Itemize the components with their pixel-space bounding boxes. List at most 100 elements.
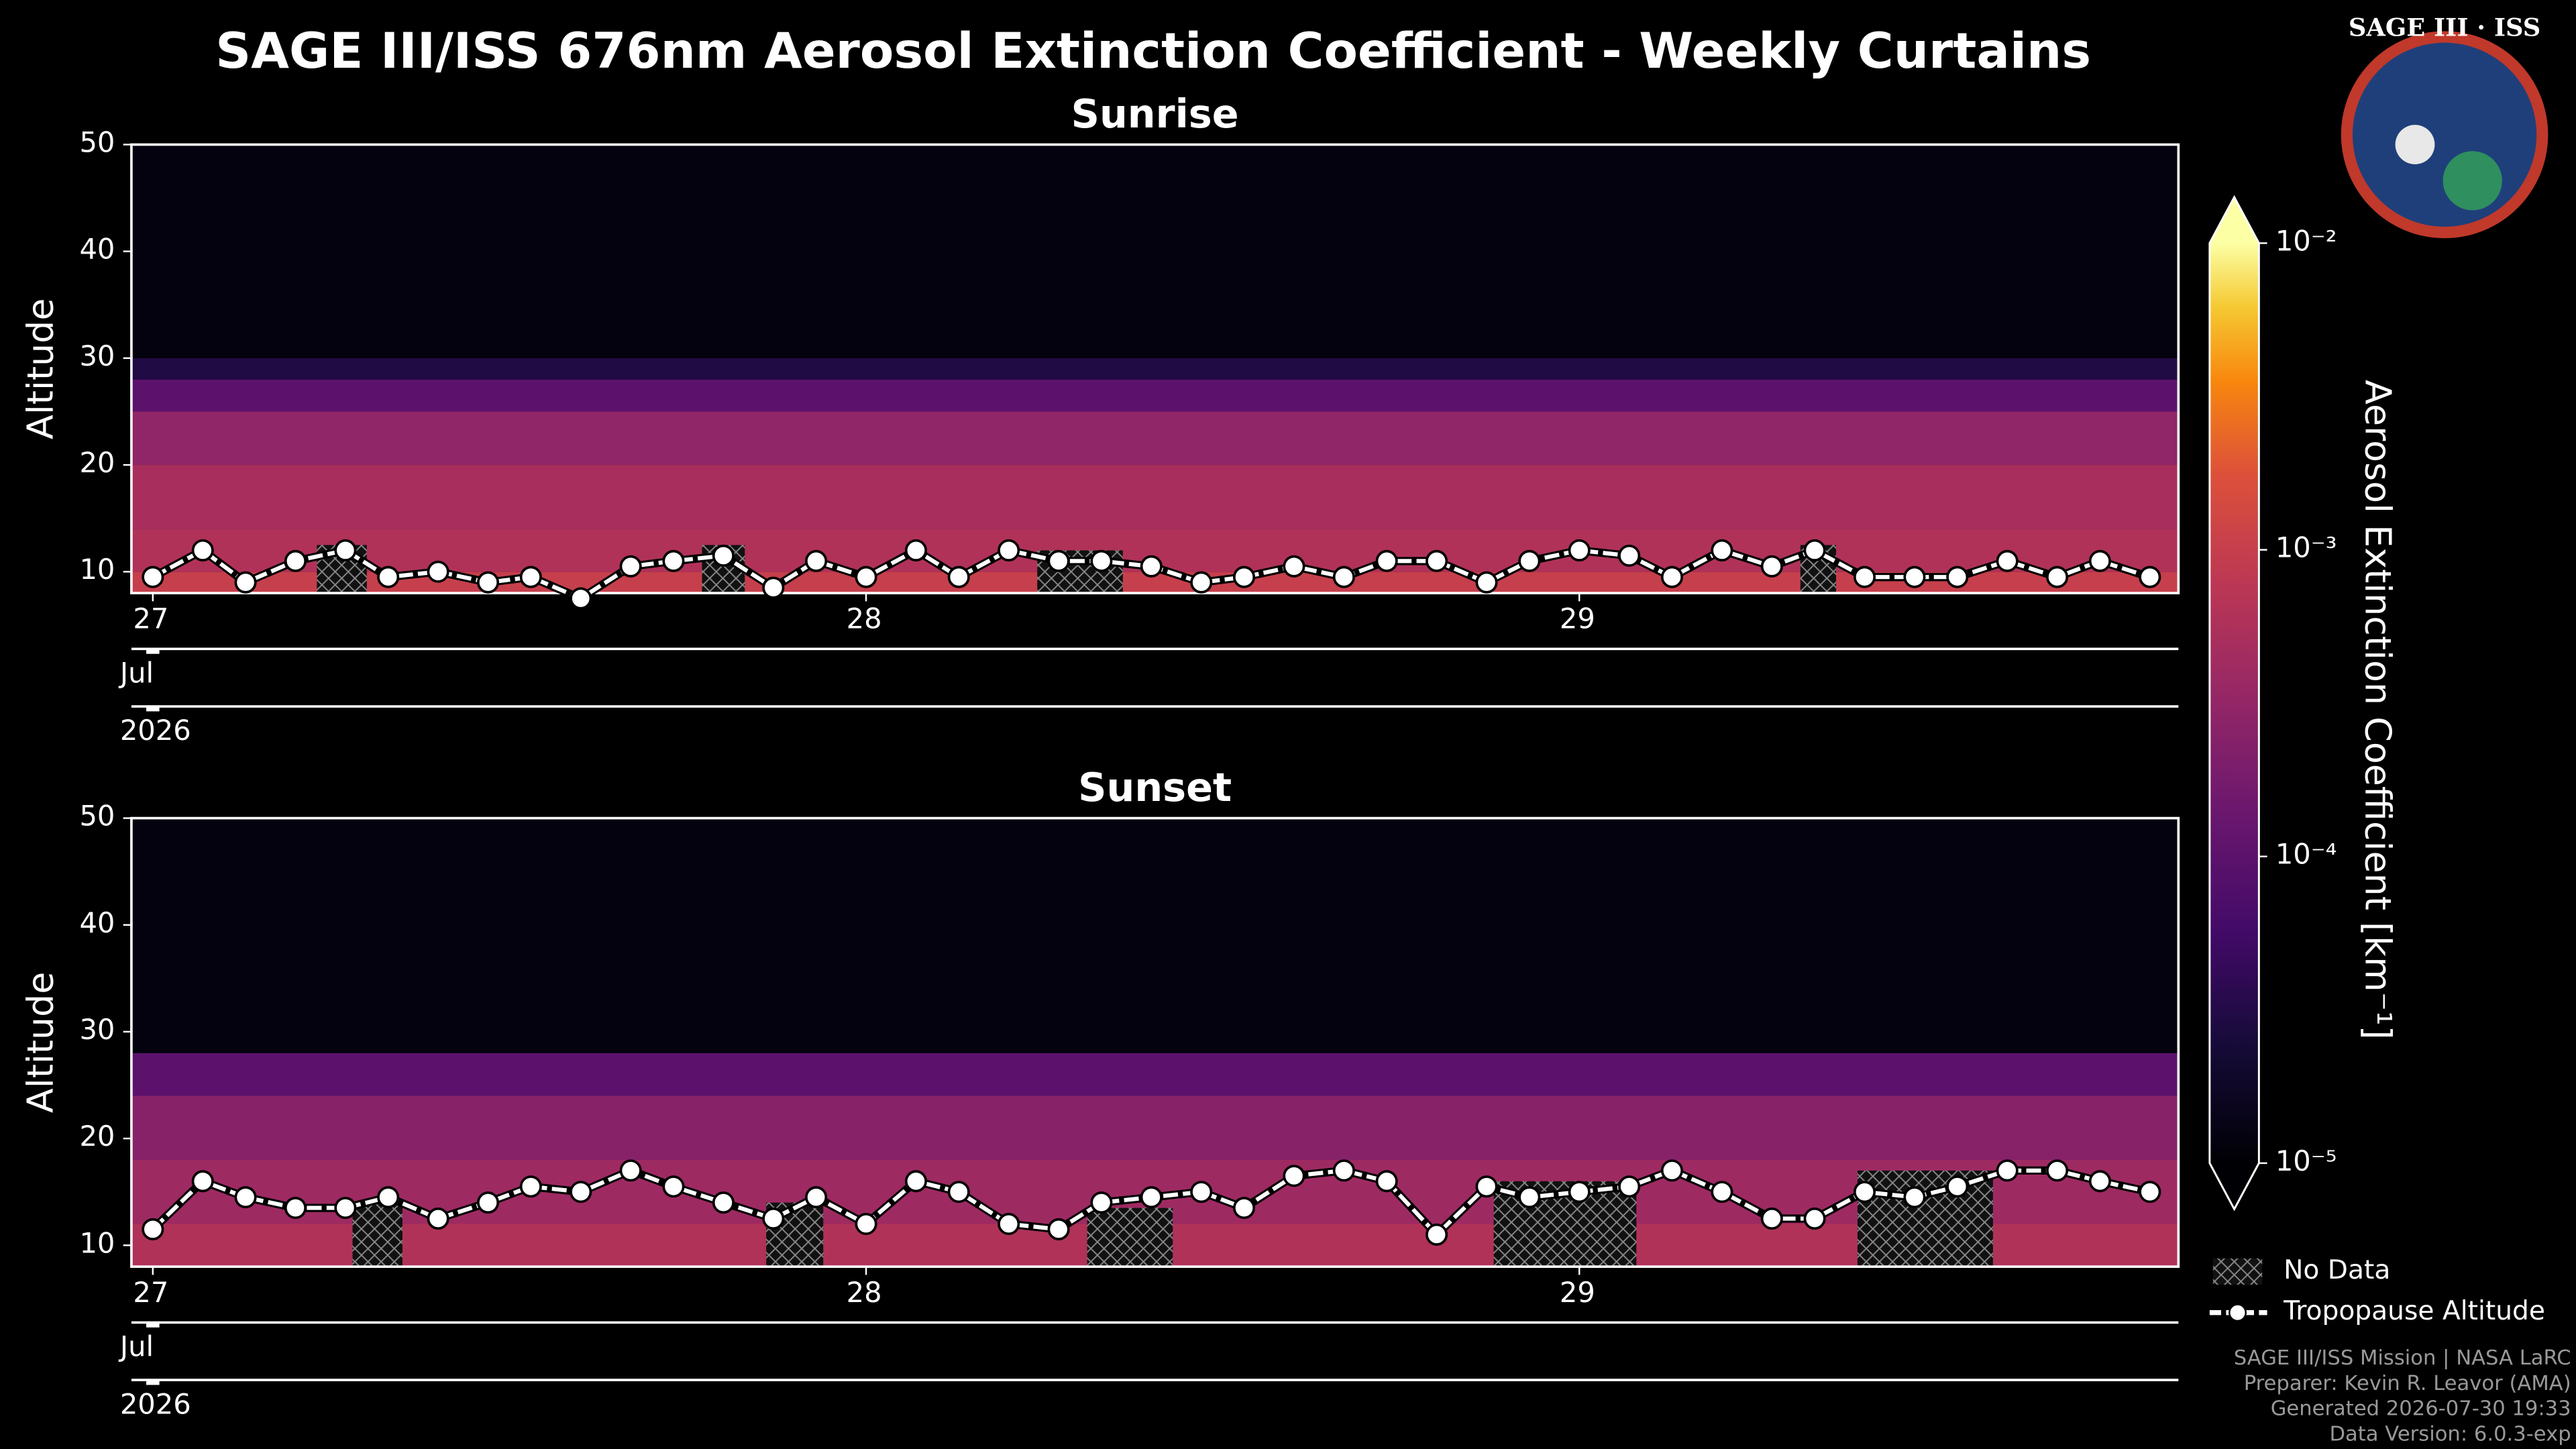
tropopause-point — [2088, 1170, 2111, 1193]
tropopause-point — [234, 1186, 257, 1209]
tropopause-point — [519, 1175, 542, 1198]
tropopause-point — [762, 1208, 785, 1230]
tropopause-point — [619, 555, 642, 578]
tropopause-point — [284, 549, 307, 572]
tropopause-point — [1946, 566, 1969, 588]
tropopause-point — [947, 566, 970, 588]
figure-title: SAGE III/ISS 676nm Aerosol Extinction Co… — [215, 23, 2091, 80]
curtain-band — [131, 465, 2179, 529]
tropopause-point — [904, 539, 927, 561]
secondary-tick — [146, 1322, 160, 1328]
tropopause-point — [762, 576, 785, 599]
curtain-band — [131, 144, 2179, 358]
tropopause-point — [377, 566, 400, 588]
tropopause-point — [2088, 549, 2111, 572]
footer-line: Generated 2026-07-30 19:33 — [2271, 1397, 2571, 1421]
tropopause-point — [1711, 539, 1733, 561]
logo: SAGE III · ISS — [2341, 13, 2548, 239]
y-tick-label: 30 — [79, 1013, 115, 1046]
tropopause-point — [1803, 1208, 1826, 1230]
y-axis-label: Altitude — [19, 299, 61, 439]
panel-title: Sunrise — [1071, 91, 1239, 137]
colorbar-tick-label: 10⁻² — [2275, 224, 2337, 257]
y-tick-label: 40 — [79, 906, 115, 939]
tropopause-point — [1518, 549, 1541, 572]
y-tick-label: 40 — [79, 233, 115, 266]
secondary-tick — [146, 1380, 160, 1385]
tropopause-point — [712, 1191, 735, 1214]
tropopause-point — [1803, 539, 1826, 561]
colorbar-tick-label: 10⁻⁴ — [2275, 838, 2337, 871]
tropopause-point — [712, 544, 735, 567]
curtain-band — [131, 358, 2179, 380]
curtain-band — [131, 1053, 2179, 1096]
legend-swatch-no-data — [2212, 1258, 2263, 1285]
tropopause-point — [1190, 571, 1213, 594]
y-tick-label: 20 — [79, 1120, 115, 1152]
tropopause-point — [662, 1175, 685, 1198]
curtain-band — [131, 411, 2179, 466]
secondary-label: 2026 — [120, 714, 191, 747]
tropopause-point — [998, 1212, 1020, 1236]
logo-text: SAGE III · ISS — [2349, 13, 2540, 42]
tropopause-point — [1140, 555, 1163, 578]
tropopause-point — [334, 1197, 357, 1220]
tropopause-point — [1518, 1186, 1541, 1209]
tropopause-point — [570, 587, 592, 610]
secondary-label: Jul — [118, 657, 154, 690]
tropopause-point — [1618, 544, 1641, 567]
logo-figure — [2395, 125, 2435, 164]
tropopause-point — [2139, 1181, 2161, 1203]
tropopause-point — [1090, 1191, 1113, 1214]
x-tick-label: 28 — [847, 1276, 882, 1309]
secondary-tick — [146, 649, 160, 654]
y-tick-label: 20 — [79, 446, 115, 479]
footer-line: Preparer: Kevin R. Leavor (AMA) — [2244, 1372, 2571, 1395]
tropopause-point — [1140, 1186, 1163, 1209]
tropopause-point — [1375, 549, 1398, 572]
tropopause-point — [1660, 1159, 1683, 1182]
curtain — [131, 818, 2179, 1267]
tropopause-point — [805, 1186, 828, 1209]
y-axis-label: Altitude — [19, 972, 61, 1113]
y-tick-label: 10 — [79, 553, 115, 586]
tropopause-point — [1475, 571, 1498, 594]
footer-line: SAGE III/ISS Mission | NASA LaRC — [2234, 1346, 2571, 1370]
footer-line: Data Version: 6.0.3-exp — [2329, 1423, 2571, 1446]
logo-earth — [2443, 151, 2502, 211]
x-tick-label: 29 — [1560, 602, 1595, 635]
tropopause-point — [234, 571, 257, 594]
tropopause-point — [570, 1181, 592, 1203]
secondary-label: Jul — [118, 1330, 154, 1363]
x-tick-label: 28 — [847, 602, 882, 635]
tropopause-point — [1854, 1181, 1876, 1203]
tropopause-point — [998, 539, 1020, 561]
tropopause-point — [284, 1197, 307, 1220]
secondary-label: 2026 — [120, 1387, 191, 1420]
no-data-region — [352, 1202, 402, 1267]
curtain-band — [131, 379, 2179, 412]
plot-frame — [130, 816, 2180, 1268]
tropopause-point — [855, 1212, 877, 1236]
tropopause-point — [1475, 1175, 1498, 1198]
colorbar-extend-max — [2209, 197, 2259, 244]
colorbar-tick-label: 10⁻³ — [2275, 531, 2337, 564]
x-tick-label: 29 — [1560, 1276, 1595, 1309]
plot-frame — [130, 143, 2180, 594]
tropopause-point — [1190, 1181, 1213, 1203]
logo-face — [2352, 42, 2537, 227]
tropopause-point — [1568, 1181, 1591, 1203]
tropopause-point — [427, 560, 449, 583]
tropopause-point — [1375, 1170, 1398, 1193]
tropopause-point — [1760, 555, 1783, 578]
tropopause-point — [191, 1170, 214, 1193]
tropopause-point — [1760, 1208, 1783, 1230]
tropopause-point — [142, 566, 164, 588]
tropopause-point — [191, 539, 214, 561]
curtain-band — [131, 818, 2179, 1053]
tropopause-point — [1047, 549, 1070, 572]
tropopause-point — [1903, 1186, 1926, 1209]
tropopause-point — [1946, 1175, 1969, 1198]
no-data-region — [1087, 1208, 1173, 1267]
